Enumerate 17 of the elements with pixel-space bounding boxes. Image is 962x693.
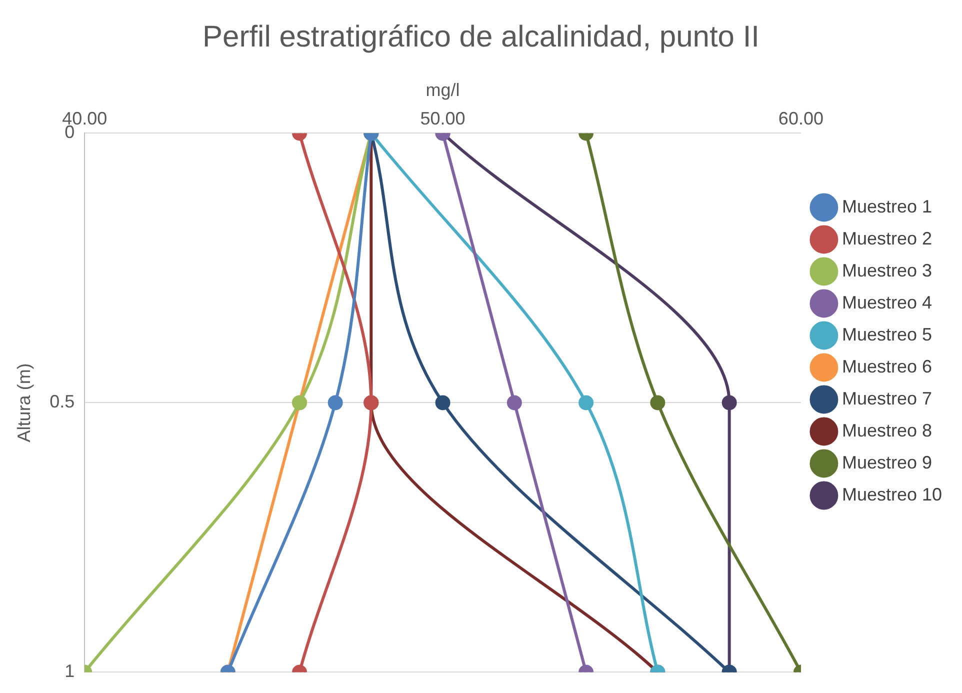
legend-label: Muestreo 3 <box>842 260 932 280</box>
x-axis-title: mg/l <box>426 80 460 100</box>
legend-label: Muestreo 1 <box>842 196 932 216</box>
legend-label: Muestreo 8 <box>842 420 932 440</box>
legend-label: Muestreo 2 <box>842 228 932 248</box>
legend-label: Muestreo 6 <box>842 356 932 376</box>
y-tick-label: 0.5 <box>50 392 75 412</box>
legend-label: Muestreo 7 <box>842 388 932 408</box>
legend-label: Muestreo 10 <box>842 484 942 504</box>
y-tick-label: 1 <box>64 661 75 682</box>
legend-label: Muestreo 5 <box>842 324 932 344</box>
x-tick-label: 50.00 <box>420 108 466 128</box>
x-tick-label: 60.00 <box>778 108 824 128</box>
y-axis-title: Altura (m) <box>14 363 34 442</box>
chart-title: Perfil estratigráfico de alcalinidad, punto II <box>202 20 760 54</box>
legend-label: Muestreo 9 <box>842 452 932 472</box>
legend-label: Muestreo 4 <box>842 292 932 312</box>
